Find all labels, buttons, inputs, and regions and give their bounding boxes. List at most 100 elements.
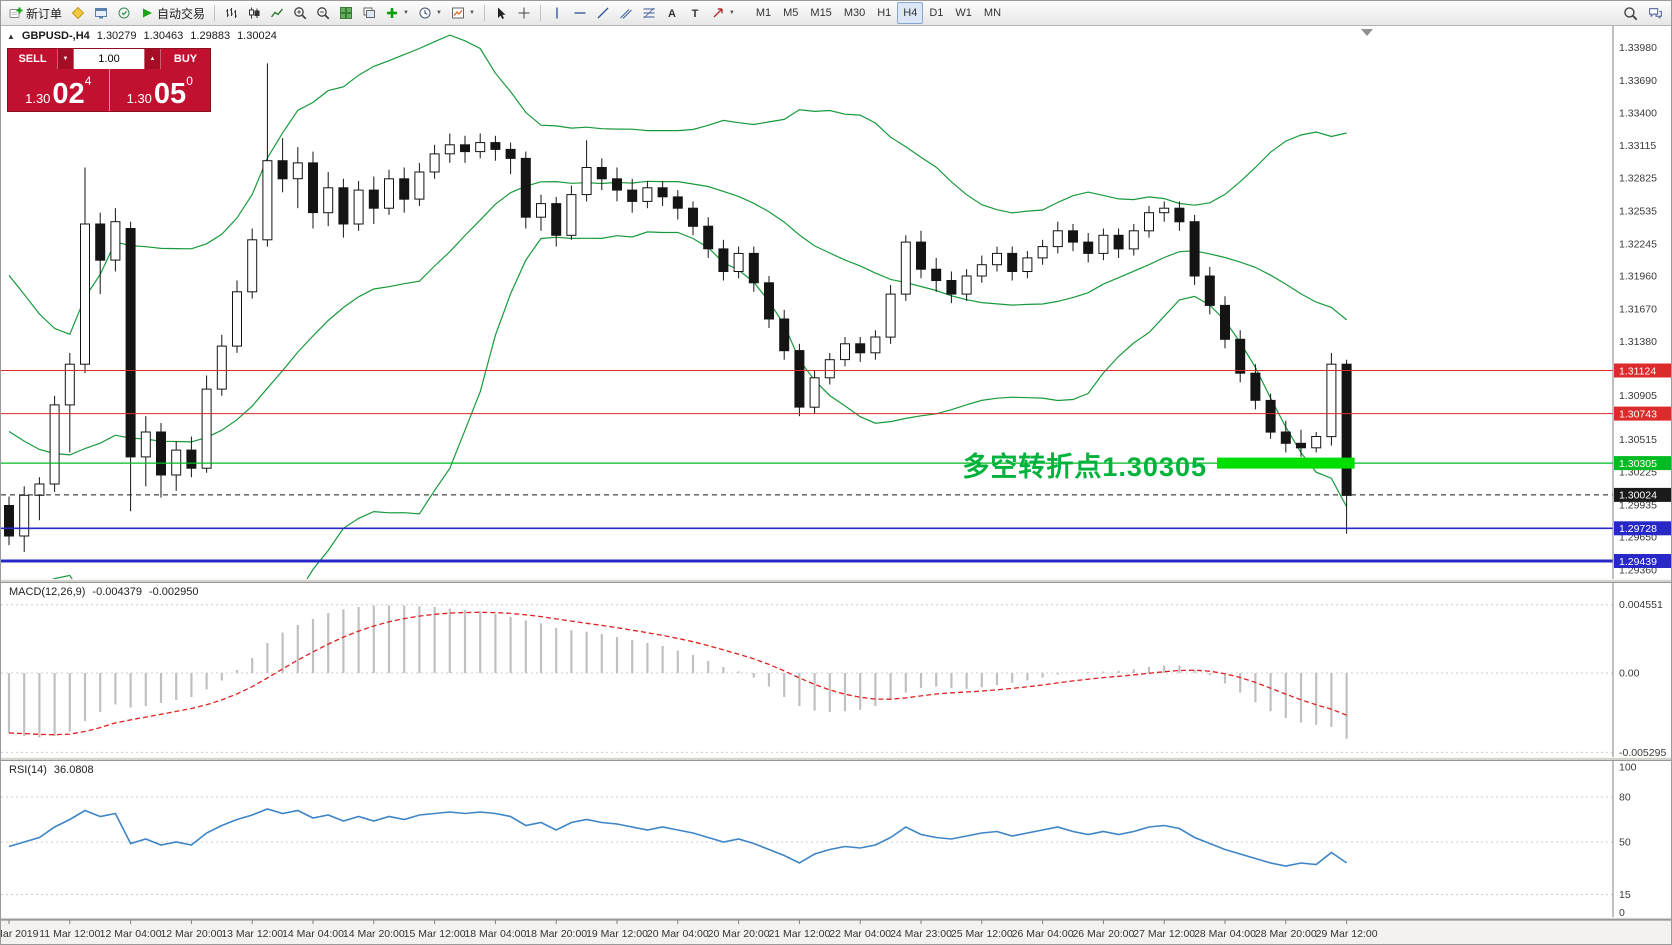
svg-text:26 Mar 04:00: 26 Mar 04:00 [1012,928,1074,940]
volume-increase-button[interactable]: ▲ [144,49,161,69]
buy-button[interactable]: BUY [161,49,210,69]
svg-text:1.33400: 1.33400 [1619,108,1657,120]
sell-price-display[interactable]: 1.30 02 4 [8,69,110,111]
terminal-icon [95,8,108,19]
svg-text:1.30743: 1.30743 [1619,408,1657,420]
toolbar-separator [214,5,216,21]
zoom-in-button[interactable] [289,2,311,24]
macd-signal-line [8,611,1347,736]
svg-text:12 Mar 04:00: 12 Mar 04:00 [100,928,162,940]
indicators-add-icon [387,8,398,18]
chat-button[interactable] [1644,2,1667,24]
svg-text:1.32825: 1.32825 [1619,173,1657,185]
channel-button[interactable] [615,2,637,24]
timeframe-button-mn[interactable]: MN [983,7,1002,19]
toolbar-right-group [1619,2,1667,24]
macd-histogram [7,605,1348,739]
arrows-tool-button[interactable]: ▼ [707,2,739,24]
macd-signal-value: -0.002950 [148,586,199,598]
svg-text:18 Mar 04:00: 18 Mar 04:00 [464,928,526,940]
new-order-button[interactable]: 新订单 [5,2,66,24]
timeframe-button-m1[interactable]: M1 [755,7,772,19]
trade-panel-price-row: 1.30 02 4 1.30 05 0 [8,69,210,111]
periods-clock-icon [419,7,431,19]
strategy-tester-button[interactable] [113,2,135,24]
crosshair-icon [518,7,530,19]
auto-trading-button[interactable]: 自动交易 [136,2,209,24]
zoom-out-icon [317,7,330,20]
rsi-scale[interactable]: 100 80 50 15 0 [1,762,1637,920]
one-click-trade-panel: SELL ▼ ▲ BUY 1.30 02 4 1.30 05 0 [7,48,211,112]
cursor-icon [497,7,506,19]
chart-macd-splitter[interactable] [1,579,1671,583]
horizontal-line-icon [574,12,586,14]
timeframe-button-d1[interactable]: D1 [929,7,944,19]
volume-decrease-button[interactable]: ▼ [57,49,74,69]
main-toolbar: 新订单 自动交易 [1,1,1671,26]
rsi-line [8,808,1348,867]
volume-input[interactable] [74,49,144,69]
shift-marker-icon [1361,29,1373,36]
level-lines[interactable] [1,370,1613,563]
price-scale[interactable]: 1.33980 1.33690 1.33400 1.33115 1.32825 1.325… [1614,42,1671,577]
trendline-button[interactable] [592,2,614,24]
timeframe-button-m30[interactable]: M30 [843,7,866,19]
symbol-label: GBPUSD-,H4 [21,30,90,42]
fibonacci-icon [643,7,655,19]
macd-rsi-splitter[interactable] [1,757,1671,761]
price-tag: 1.30743 [1614,406,1671,421]
timeframe-button-w1[interactable]: W1 [955,7,972,19]
cursor-button[interactable] [490,2,512,24]
svg-text:27 Mar 12:00: 27 Mar 12:00 [1133,928,1195,940]
line-chart-button[interactable] [266,2,288,24]
auto-trading-play-icon [143,8,153,18]
timeframe-button-h4[interactable]: H4 [897,2,924,24]
svg-text:1.31380: 1.31380 [1619,336,1657,348]
macd-scale[interactable]: 0.004551 0.00 -0.005295 [1,599,1666,759]
svg-text:50: 50 [1619,837,1631,849]
svg-text:14 Mar 04:00: 14 Mar 04:00 [282,928,344,940]
zoom-out-button[interactable] [312,2,334,24]
svg-text:1.29728: 1.29728 [1619,523,1657,535]
fibonacci-button[interactable] [638,2,660,24]
search-button[interactable] [1619,2,1642,24]
horizontal-line-button[interactable] [569,2,591,24]
metaeditor-button[interactable] [67,2,89,24]
timeframe-button-m15[interactable]: M15 [810,7,832,19]
chat-icon [1649,7,1662,19]
timeframe-button-h1[interactable]: H1 [877,7,892,19]
dropdown-caret-icon: ▼ [468,10,475,16]
text-label-button[interactable]: T [684,2,706,24]
candlestick-chart-button[interactable] [243,2,265,24]
text-tool-button[interactable]: A [661,2,683,24]
terminal-button[interactable] [90,2,112,24]
crosshair-button[interactable] [513,2,535,24]
svg-text:20 Mar 04:00: 20 Mar 04:00 [647,928,709,940]
indicators-button[interactable]: ▼ [381,2,413,24]
svg-text:0.004551: 0.004551 [1619,599,1663,611]
toolbar-separator [539,5,541,21]
rsi-value: 36.0808 [53,764,94,776]
svg-text:25 Mar 12:00: 25 Mar 12:00 [951,928,1013,940]
svg-text:1.30515: 1.30515 [1619,434,1657,446]
bar-chart-button[interactable] [220,2,242,24]
templates-button[interactable]: ▼ [447,2,479,24]
vertical-line-button[interactable] [546,2,568,24]
periods-button[interactable]: ▼ [414,2,446,24]
cascade-windows-button[interactable] [358,2,380,24]
rsi-axis-splitter[interactable] [1,917,1671,920]
candles [4,63,1352,552]
tile-windows-button[interactable] [335,2,357,24]
buy-price-display[interactable]: 1.30 05 0 [110,69,211,111]
svg-text:1.29439: 1.29439 [1619,556,1657,568]
timeframe-button-m5[interactable]: M5 [783,7,799,19]
toolbar-separator [483,5,485,21]
sell-button[interactable]: SELL [8,49,57,69]
svg-text:-0.005295: -0.005295 [1619,747,1666,759]
svg-text:80: 80 [1619,792,1631,804]
price-tag: 1.29728 [1614,521,1671,536]
macd-name: MACD(12,26,9) [9,586,86,598]
